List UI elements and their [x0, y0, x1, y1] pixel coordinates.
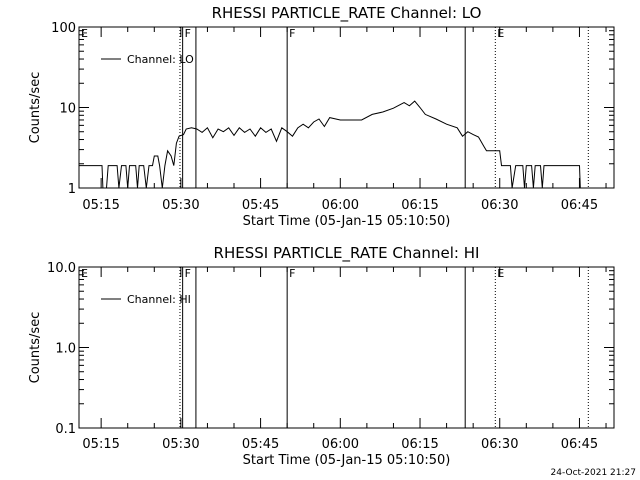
x-tick-label: 06:15 — [401, 437, 438, 452]
annotation-label: E — [81, 27, 88, 40]
series-line — [79, 100, 581, 189]
x-tick-label: 05:15 — [82, 437, 119, 452]
y-tick-label: 100 — [51, 21, 76, 36]
y-tick-label: 1 — [68, 182, 76, 197]
y-axis-label: Counts/sec — [28, 72, 43, 144]
annotation-label: E — [81, 267, 88, 280]
chart-title: RHESSI PARTICLE_RATE Channel: LO — [212, 4, 482, 23]
x-tick-label: 05:30 — [162, 198, 199, 213]
y-axis-label: Counts/sec — [28, 312, 43, 384]
chart-title: RHESSI PARTICLE_RATE Channel: HI — [214, 244, 480, 263]
y-tick-label: 10 — [59, 102, 76, 117]
x-tick-label: 06:00 — [322, 198, 359, 213]
y-tick-label: 10.0 — [47, 261, 76, 276]
x-axis-label: Start Time (05-Jan-15 05:10:50) — [243, 453, 451, 468]
x-tick-label: 05:15 — [82, 198, 119, 213]
x-tick-label: 05:45 — [242, 437, 279, 452]
x-tick-label: 06:15 — [401, 198, 438, 213]
y-tick-label: 1.0 — [55, 342, 76, 357]
annotation-label: F — [289, 267, 295, 280]
y-tick-label: 0.1 — [55, 422, 76, 437]
footer-timestamp: 24-Oct-2021 21:27 — [550, 468, 636, 478]
x-tick-label: 06:45 — [561, 437, 598, 452]
x-axis-label: Start Time (05-Jan-15 05:10:50) — [243, 214, 451, 229]
x-tick-label: 06:30 — [481, 437, 518, 452]
annotation-label: E — [497, 267, 504, 280]
annotation-label: F — [289, 27, 295, 40]
annotation-label: F — [185, 27, 191, 40]
legend-label: Channel: HI — [127, 293, 191, 306]
annotation-label: F — [185, 267, 191, 280]
plot-frame — [78, 266, 615, 429]
annotation-label: E — [497, 27, 504, 40]
x-tick-label: 06:00 — [322, 437, 359, 452]
x-tick-label: 05:45 — [242, 198, 279, 213]
legend-label: Channel: LO — [127, 53, 194, 66]
x-tick-label: 06:30 — [481, 198, 518, 213]
x-tick-label: 06:45 — [561, 198, 598, 213]
x-tick-label: 05:30 — [162, 437, 199, 452]
